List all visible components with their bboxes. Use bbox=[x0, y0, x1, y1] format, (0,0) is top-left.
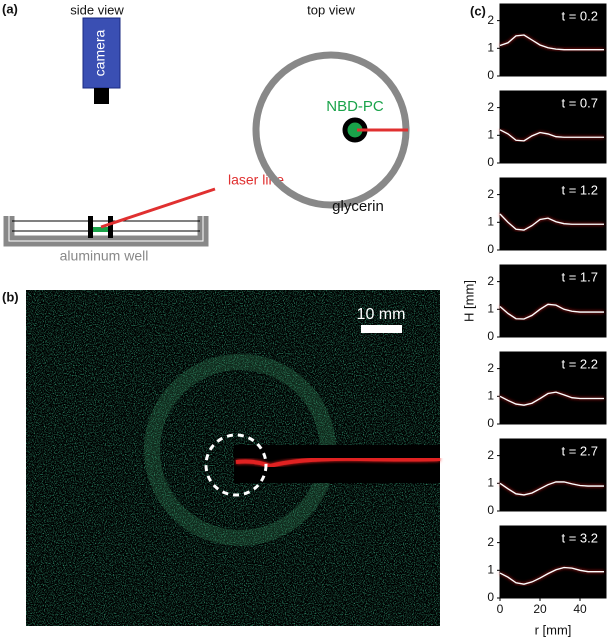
ring-wall bbox=[88, 216, 93, 238]
scale-label: 10 mm bbox=[357, 306, 406, 323]
lens bbox=[94, 88, 109, 104]
chart-title: t = 2.7 bbox=[562, 443, 599, 458]
dye-label: NBD-PC bbox=[326, 98, 384, 115]
y-tick-label: 2 bbox=[487, 448, 494, 462]
y-tick-label: 0 bbox=[487, 590, 494, 604]
y-tick-label: 2 bbox=[487, 100, 494, 114]
y-tick-label: 2 bbox=[487, 13, 494, 27]
y-tick-label: 0 bbox=[487, 329, 494, 343]
y-tick-label: 2 bbox=[487, 187, 494, 201]
x-tick-label: 40 bbox=[573, 602, 587, 616]
y-tick-label: 2 bbox=[487, 361, 494, 375]
liquid-label: glycerin bbox=[332, 198, 384, 215]
y-tick-label: 1 bbox=[487, 388, 494, 402]
y-tick-label: 2 bbox=[487, 535, 494, 549]
y-tick-label: 0 bbox=[487, 155, 494, 169]
chart-title: t = 0.2 bbox=[562, 8, 599, 23]
profile-line bbox=[499, 303, 604, 320]
profile-line bbox=[499, 129, 604, 142]
panel-label: (c) bbox=[470, 3, 486, 18]
profile-line bbox=[499, 481, 604, 496]
panel-label: (a) bbox=[2, 1, 18, 16]
y-tick-label: 1 bbox=[487, 475, 494, 489]
chart-title: t = 2.2 bbox=[562, 356, 599, 371]
plot-area bbox=[499, 90, 607, 164]
plot-area bbox=[499, 438, 607, 512]
dashed-circle bbox=[204, 433, 268, 497]
chart-title: t = 3.2 bbox=[562, 530, 599, 545]
plot-area bbox=[499, 264, 607, 338]
ring-wall bbox=[108, 216, 113, 238]
panel-label: (b) bbox=[2, 289, 19, 304]
plot-area bbox=[499, 525, 607, 599]
well-label: aluminum well bbox=[60, 248, 149, 264]
top-view-label: top view bbox=[307, 2, 355, 17]
well bbox=[3, 216, 209, 247]
side-view-label: side view bbox=[70, 2, 124, 17]
profile-line bbox=[499, 391, 604, 406]
laser bbox=[100, 187, 216, 229]
y-axis-label: H [mm] bbox=[461, 280, 476, 322]
laser-profile bbox=[235, 456, 441, 469]
dye-spot bbox=[93, 227, 108, 232]
plot-area bbox=[499, 351, 607, 425]
chart-title: t = 0.7 bbox=[562, 95, 599, 110]
plot-area bbox=[499, 177, 607, 251]
y-tick-label: 0 bbox=[487, 416, 494, 430]
scale-bar bbox=[361, 325, 402, 333]
profile-line bbox=[499, 213, 604, 231]
plot-area bbox=[499, 3, 607, 77]
y-tick-label: 1 bbox=[487, 127, 494, 141]
y-tick-label: 1 bbox=[487, 40, 494, 54]
y-tick-label: 1 bbox=[487, 562, 494, 576]
chart-title: t = 1.7 bbox=[562, 269, 599, 284]
profile-line bbox=[499, 34, 604, 51]
y-tick-label: 1 bbox=[487, 301, 494, 315]
y-tick-label: 0 bbox=[487, 68, 494, 82]
y-tick-label: 0 bbox=[487, 503, 494, 517]
y-tick-label: 0 bbox=[487, 242, 494, 256]
y-tick-label: 1 bbox=[487, 214, 494, 228]
x-tick-label: 20 bbox=[533, 602, 547, 616]
y-tick-label: 2 bbox=[487, 274, 494, 288]
x-axis-label: r [mm] bbox=[535, 622, 572, 637]
x-tick-label: 0 bbox=[497, 602, 504, 616]
chart-title: t = 1.2 bbox=[562, 182, 599, 197]
camera-label: camera bbox=[92, 29, 108, 76]
profile-line bbox=[499, 566, 604, 585]
camera bbox=[82, 17, 121, 89]
